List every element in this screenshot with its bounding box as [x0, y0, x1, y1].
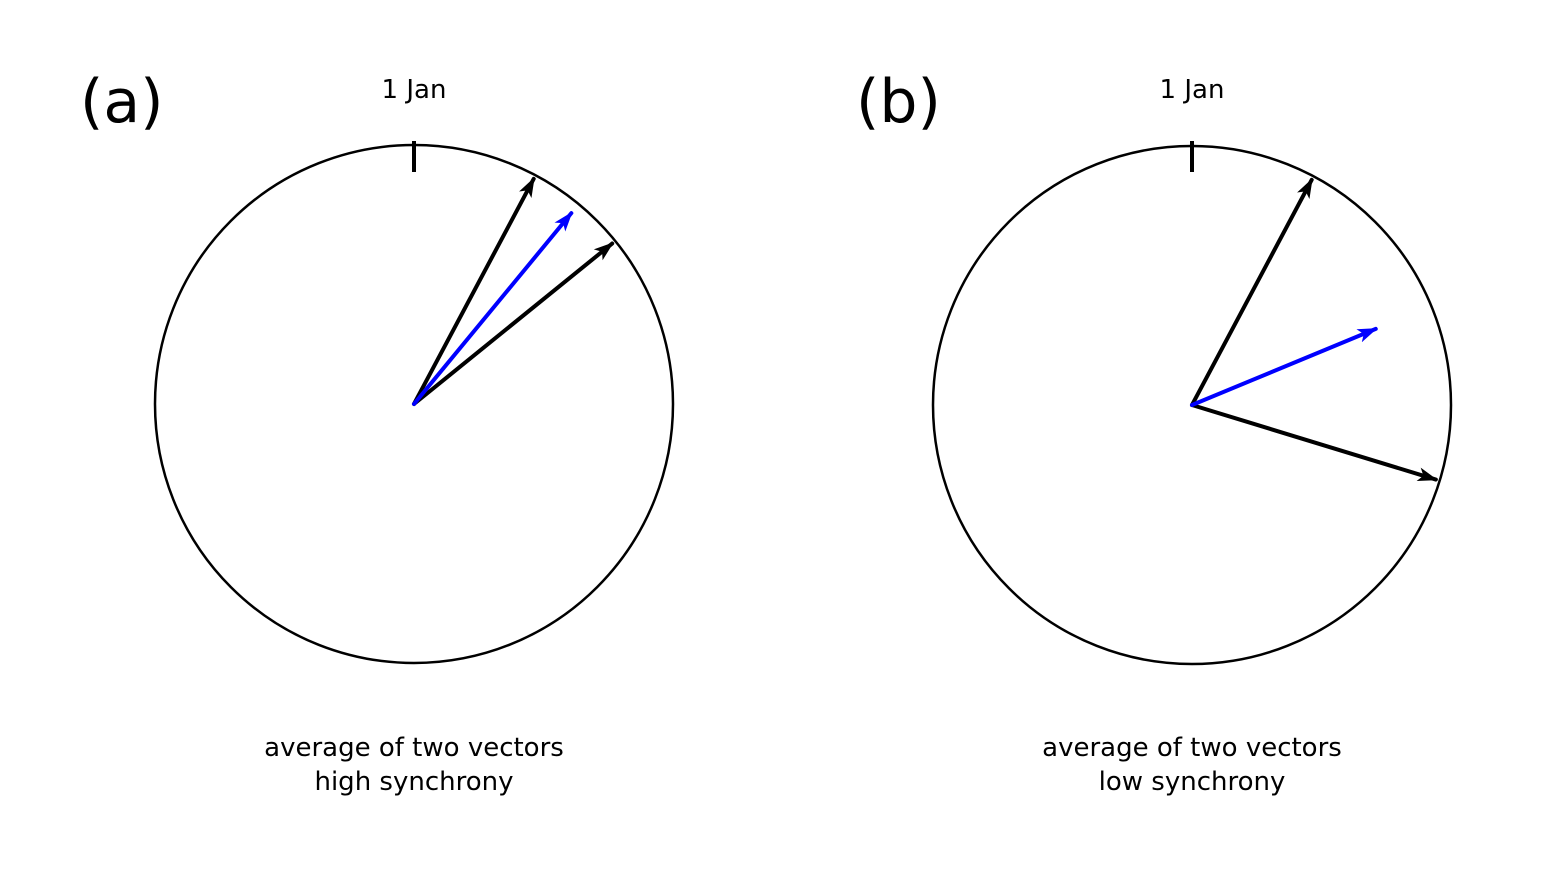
panel-b-vectors [1190, 177, 1438, 482]
panel-a-top-label: 1 Jan [382, 75, 447, 105]
panel-b-caption-line1: average of two vectors [1042, 733, 1342, 763]
panel-b-vector-2-arrow [1190, 403, 1438, 482]
panel-a-vector-2-arrow [412, 241, 615, 406]
panel-a-caption-line2: high synchrony [314, 767, 513, 797]
panel-a-vector-1-arrow [412, 176, 536, 406]
panel-a: (a) 1 Jan average of two vectors high sy… [80, 67, 675, 797]
panel-a-average-vector-arrow [412, 211, 574, 406]
panel-b-average-vector-arrow [1190, 326, 1378, 407]
panel-b-vector-1-arrow [1190, 177, 1314, 407]
panel-a-vectors [412, 176, 615, 406]
panel-b: (b) 1 Jan average of two vectors low syn… [856, 67, 1453, 797]
panel-b-top-label: 1 Jan [1160, 75, 1225, 105]
panel-b-caption-line2: low synchrony [1099, 767, 1286, 797]
panel-a-label: (a) [80, 67, 164, 137]
panel-a-caption-line1: average of two vectors [264, 733, 564, 763]
panel-b-label: (b) [856, 67, 941, 137]
